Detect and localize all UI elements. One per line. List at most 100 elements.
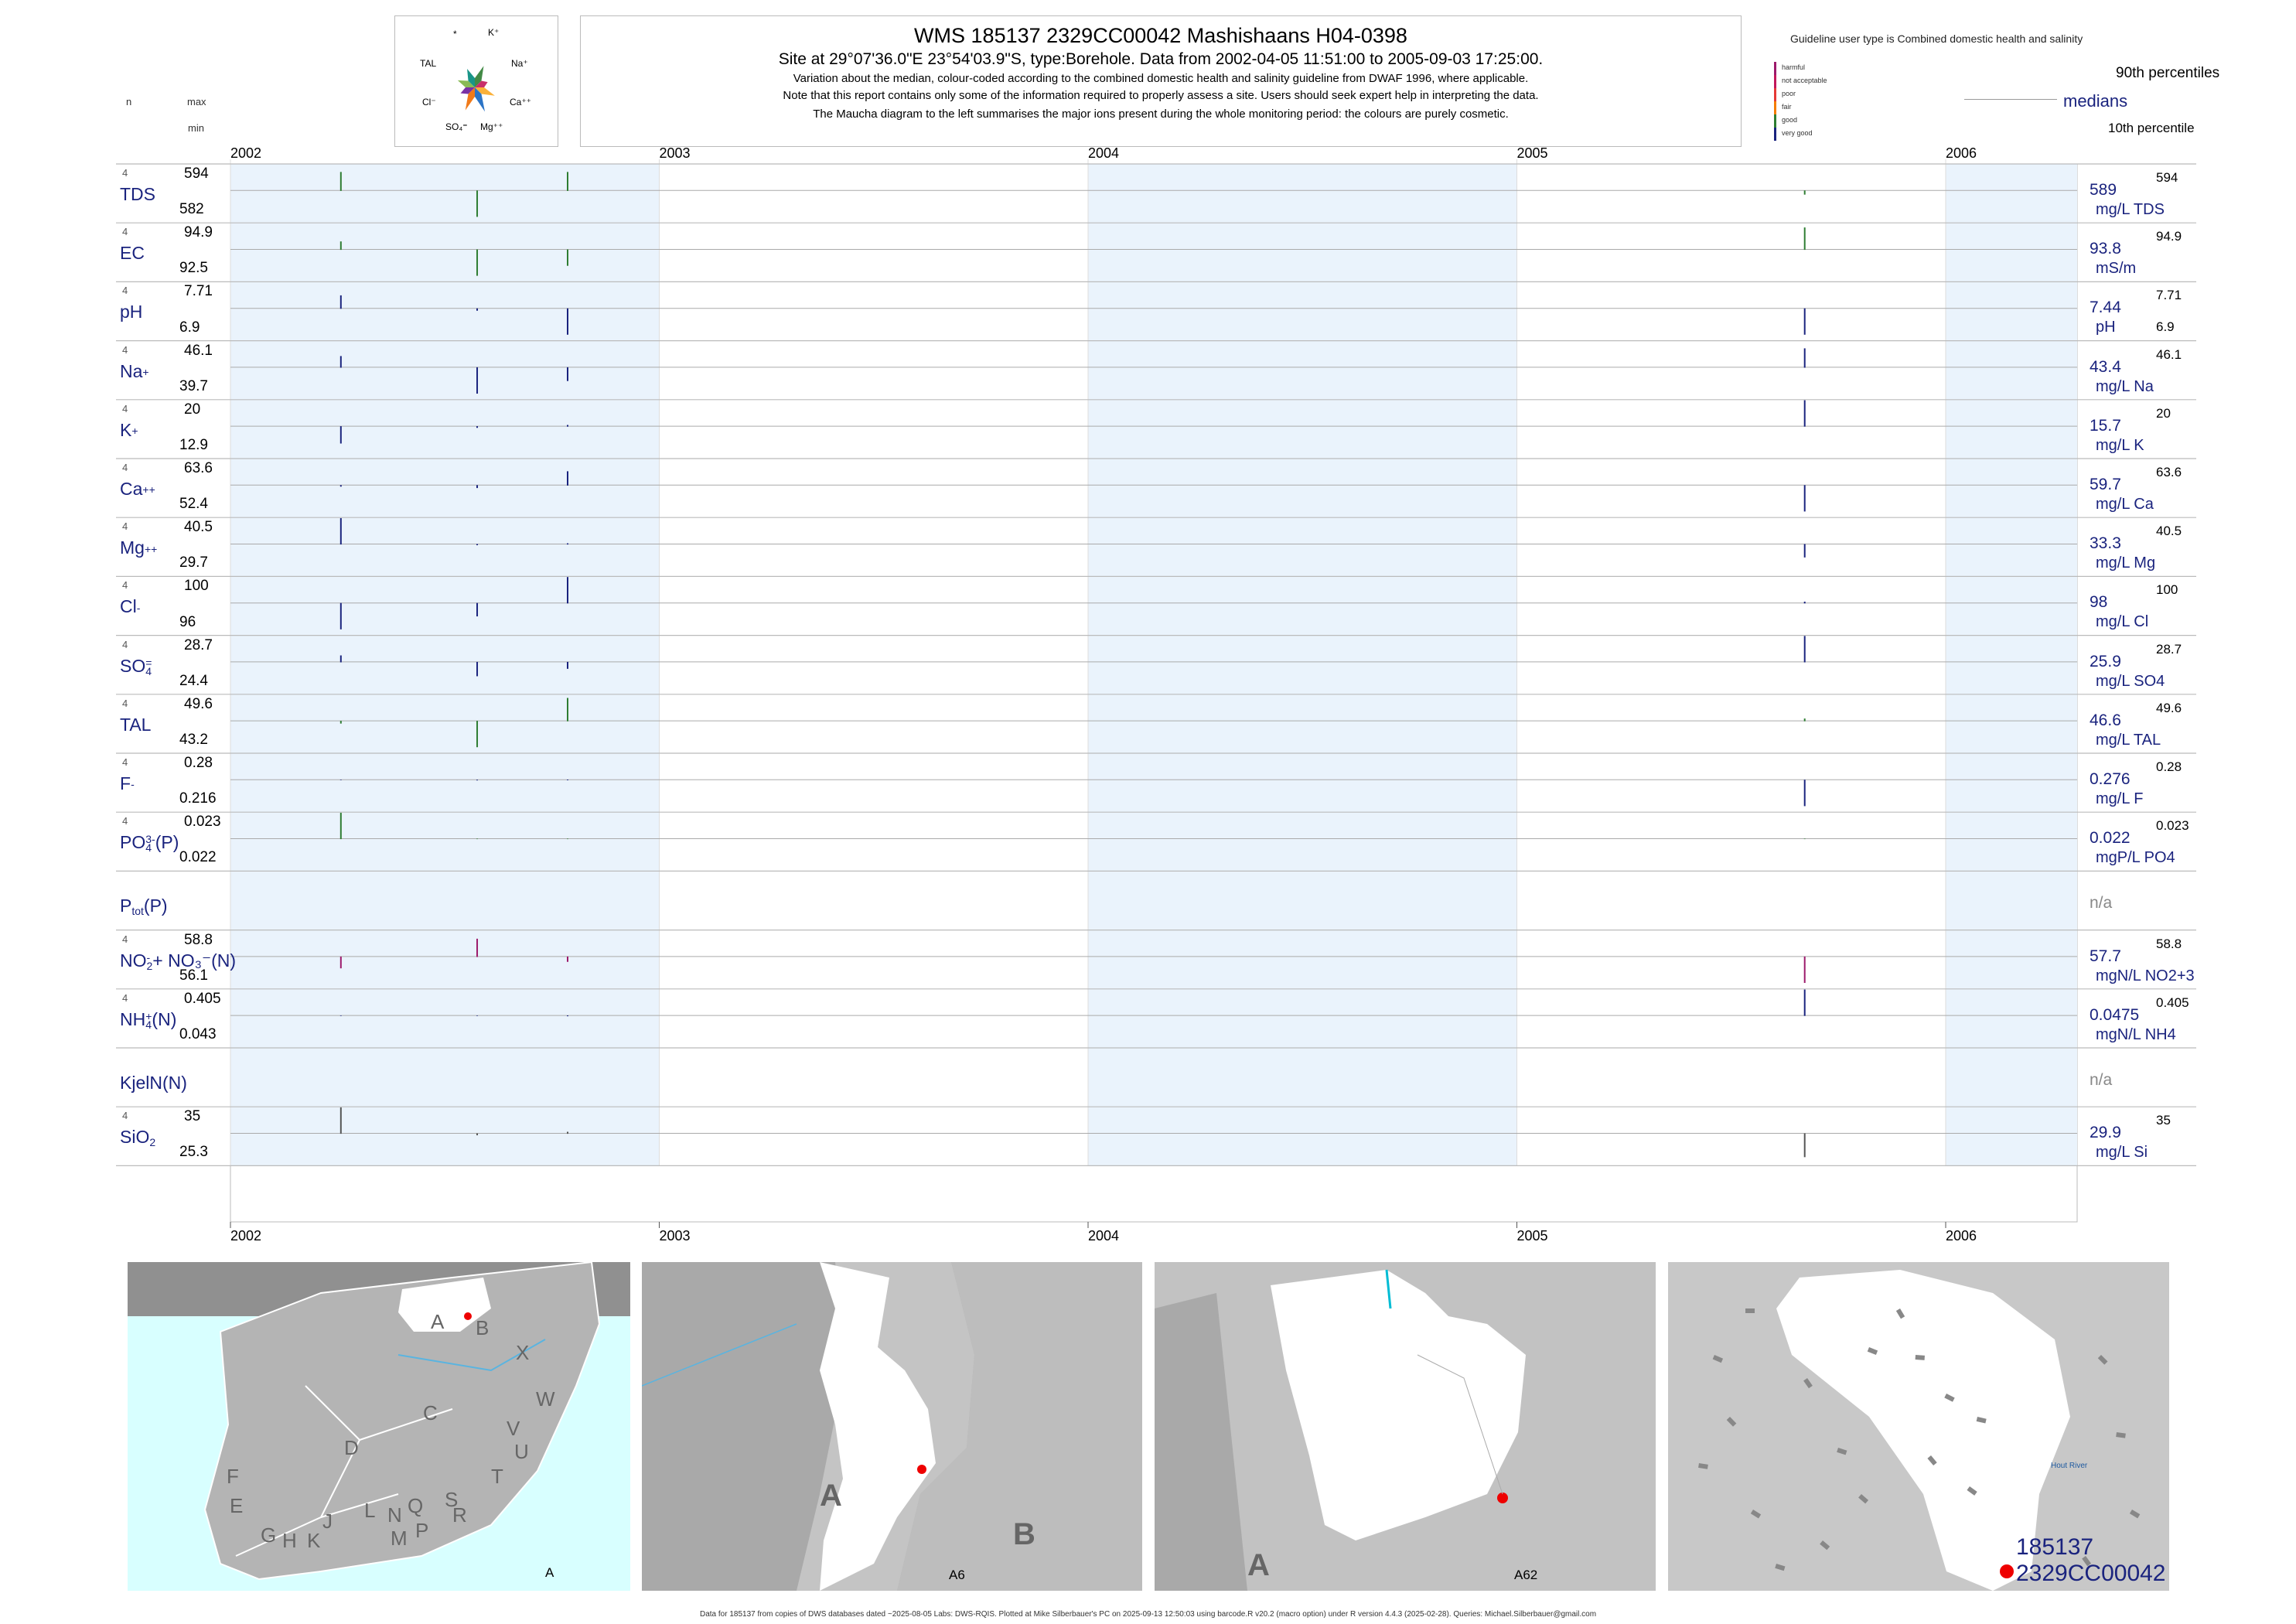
row-p90: 0.023 xyxy=(2156,818,2189,834)
maucha-label: SO₄⁼ xyxy=(445,121,468,132)
building-shape xyxy=(2082,1556,2092,1567)
row-min: 0.043 xyxy=(179,1026,217,1042)
year-label-bottom: 2005 xyxy=(1516,1228,1548,1244)
maucha-label: TAL xyxy=(420,58,437,69)
maucha-segment xyxy=(467,68,475,87)
building-shape xyxy=(2116,1432,2126,1438)
row-unit: mg/L TDS xyxy=(2096,201,2165,218)
shaded-year-band xyxy=(1946,164,2077,1166)
map-letter: H xyxy=(282,1529,297,1552)
row-n: 4 xyxy=(122,697,128,709)
row-param-label: F- xyxy=(120,773,135,793)
building-shape xyxy=(1895,1308,1905,1319)
row-unit: mg/L Si xyxy=(2096,1144,2148,1162)
year-label-top: 2006 xyxy=(1946,145,1977,161)
map-letter: B xyxy=(476,1316,490,1339)
row-param-label: Na + xyxy=(120,360,149,381)
row-max: 49.6 xyxy=(184,695,213,712)
row-param-label: TAL xyxy=(120,714,152,735)
map-a62: A A62 xyxy=(1155,1262,1656,1591)
row-p90: 94.9 xyxy=(2156,229,2182,244)
guideline-level-label: not acceptable xyxy=(1782,77,1827,84)
map-letter: B xyxy=(1013,1517,1035,1551)
building-shape xyxy=(2129,1510,2141,1519)
row-p90: 0.28 xyxy=(2156,759,2182,774)
guideline-color-bar xyxy=(1774,88,1776,101)
map-letter: J xyxy=(322,1510,333,1533)
row-unit: pH xyxy=(2096,319,2116,336)
maucha-segment xyxy=(475,66,484,87)
row-n: 4 xyxy=(122,991,128,1004)
map-letter: V xyxy=(507,1417,520,1440)
map-letter: S xyxy=(445,1488,459,1511)
row-p90: 46.1 xyxy=(2156,346,2182,362)
row-p90: 58.8 xyxy=(2156,936,2182,951)
year-label-top: 2002 xyxy=(230,145,262,161)
row-max: 7.71 xyxy=(184,283,213,300)
row-max: 20 xyxy=(184,401,201,418)
median-legend: medians xyxy=(2063,91,2128,111)
row-n: 4 xyxy=(122,343,128,356)
guideline-level-label: fair xyxy=(1782,103,1792,111)
building-shape xyxy=(1775,1564,1786,1571)
guideline-color-bar xyxy=(1774,128,1776,141)
maucha-segment xyxy=(475,80,488,87)
row-param-label: K + xyxy=(120,419,138,440)
building-shape xyxy=(1944,1394,1955,1402)
row-param-label: P tot (P) xyxy=(120,896,168,918)
maucha-diagram: * K⁺ TAL Na⁺ Cl⁻ Ca⁺⁺ SO₄⁼ Mg⁺⁺ xyxy=(394,15,558,147)
row-n: 4 xyxy=(122,815,128,827)
row-max: 28.7 xyxy=(184,636,213,653)
p90-legend: 90th percentiles xyxy=(2116,65,2220,81)
map-letter: N xyxy=(387,1503,402,1527)
row-param-label: SiO 2 xyxy=(120,1127,156,1149)
header-panel: WMS 185137 2329CC00042 Mashishaans H04-0… xyxy=(580,15,1742,147)
building-shape xyxy=(1915,1355,1925,1360)
row-median: 57.7 xyxy=(2090,947,2121,965)
row-min: 12.9 xyxy=(179,437,208,453)
row-n: 4 xyxy=(122,1110,128,1122)
row-median: n/a xyxy=(2090,1071,2113,1089)
row-unit: mg/L K xyxy=(2096,436,2144,454)
map-letter: X xyxy=(516,1341,530,1364)
row-unit: mg/L Na xyxy=(2096,377,2154,395)
guideline-level-label: very good xyxy=(1782,129,1813,137)
map-letter: W xyxy=(536,1387,555,1411)
row-min: 56.1 xyxy=(179,967,208,984)
map-letter: T xyxy=(491,1465,503,1488)
maucha-label: Cl⁻ xyxy=(422,97,436,107)
row-median: 43.4 xyxy=(2090,357,2121,376)
map-letter: R xyxy=(452,1503,467,1527)
row-n: 4 xyxy=(122,756,128,768)
map-letter: M xyxy=(391,1527,408,1550)
row-param-label: Ca ++ xyxy=(120,479,155,499)
row-p90: 100 xyxy=(2156,582,2178,598)
row-unit: mg/L Mg xyxy=(2096,554,2156,572)
maucha-label: K⁺ xyxy=(488,27,500,38)
row-param-label: pH xyxy=(120,302,143,322)
map-letter: G xyxy=(261,1523,277,1547)
maucha-label: * xyxy=(453,29,457,39)
row-p90: 28.7 xyxy=(2156,641,2182,657)
row-param-label: PO 3- 4 (P) xyxy=(120,832,179,855)
row-median: 0.276 xyxy=(2090,770,2131,788)
map-letter: A xyxy=(820,1479,842,1513)
building-shape xyxy=(1967,1486,1977,1496)
row-median: 93.8 xyxy=(2090,240,2121,258)
building-shape xyxy=(1803,1378,1813,1389)
year-label-bottom: 2004 xyxy=(1088,1228,1120,1244)
row-max: 594 xyxy=(184,165,209,182)
row-min: 39.7 xyxy=(179,377,208,394)
row-median: 46.6 xyxy=(2090,711,2121,729)
map-caption: A xyxy=(545,1565,554,1580)
row-max: 0.023 xyxy=(184,814,221,831)
row-param-label: EC xyxy=(120,243,145,264)
map-letter: Q xyxy=(408,1494,424,1517)
year-label-bottom: 2002 xyxy=(230,1228,262,1244)
row-min: 52.4 xyxy=(179,496,208,513)
map-letter: P xyxy=(415,1519,429,1542)
row-max: 35 xyxy=(184,1108,201,1125)
row-param-label: Mg ++ xyxy=(120,537,158,558)
building-shape xyxy=(1745,1308,1755,1313)
